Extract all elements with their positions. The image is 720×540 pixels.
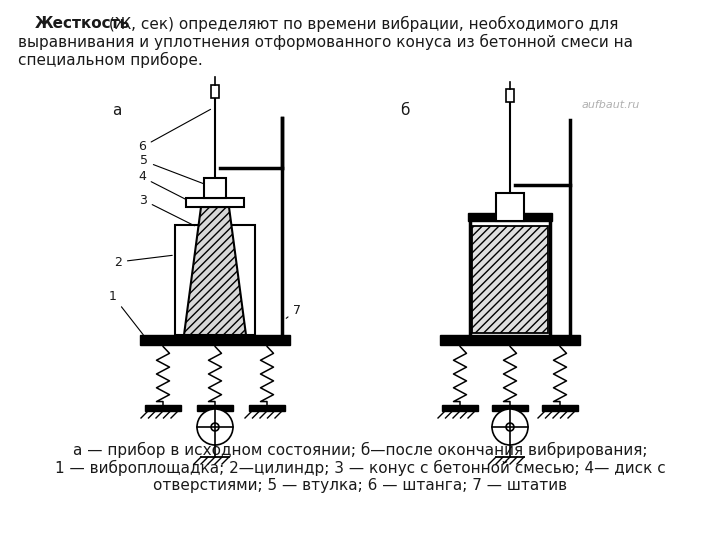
Bar <box>197 405 233 411</box>
Text: 4: 4 <box>138 171 189 201</box>
Text: Жесткость: Жесткость <box>35 16 130 31</box>
Bar <box>472 226 548 333</box>
Circle shape <box>506 423 514 431</box>
Text: специальном приборе.: специальном приборе. <box>18 52 203 68</box>
Bar <box>506 89 514 102</box>
Circle shape <box>211 423 219 431</box>
Text: б: б <box>400 103 410 118</box>
Text: 6: 6 <box>138 109 210 153</box>
Bar <box>496 193 524 221</box>
Bar <box>204 178 226 198</box>
Bar <box>145 405 181 411</box>
Bar <box>468 213 552 221</box>
Bar <box>249 405 285 411</box>
Text: 7: 7 <box>287 303 301 318</box>
Text: 3: 3 <box>139 193 194 226</box>
Text: 1: 1 <box>109 289 143 335</box>
Text: выравнивания и уплотнения отформованного конуса из бетонной смеси на: выравнивания и уплотнения отформованного… <box>18 34 633 50</box>
Text: (Ж, сек) определяют по времени вибрации, необходимого для: (Ж, сек) определяют по времени вибрации,… <box>104 16 618 32</box>
Bar <box>175 225 255 335</box>
Text: а: а <box>112 103 122 118</box>
Text: а — прибор в исходном состоянии; б—после окончания вибрирования;: а — прибор в исходном состоянии; б—после… <box>73 442 647 458</box>
Text: 5: 5 <box>140 154 204 184</box>
Bar <box>186 198 244 207</box>
Bar <box>542 405 578 411</box>
Bar <box>440 335 580 345</box>
Circle shape <box>197 409 233 445</box>
Text: отверстиями; 5 — втулка; 6 — штанга; 7 — штатив: отверстиями; 5 — втулка; 6 — штанга; 7 —… <box>153 478 567 493</box>
Bar <box>211 85 219 98</box>
Polygon shape <box>184 207 246 335</box>
Bar <box>492 405 528 411</box>
Text: aufbaut.ru: aufbaut.ru <box>582 100 640 110</box>
Text: 1 — виброплощадка; 2—цилиндр; 3 — конус с бетонной смесью; 4— диск с: 1 — виброплощадка; 2—цилиндр; 3 — конус … <box>55 460 665 476</box>
Text: 2: 2 <box>114 255 172 268</box>
Circle shape <box>492 409 528 445</box>
Bar <box>442 405 478 411</box>
Bar <box>140 335 290 345</box>
